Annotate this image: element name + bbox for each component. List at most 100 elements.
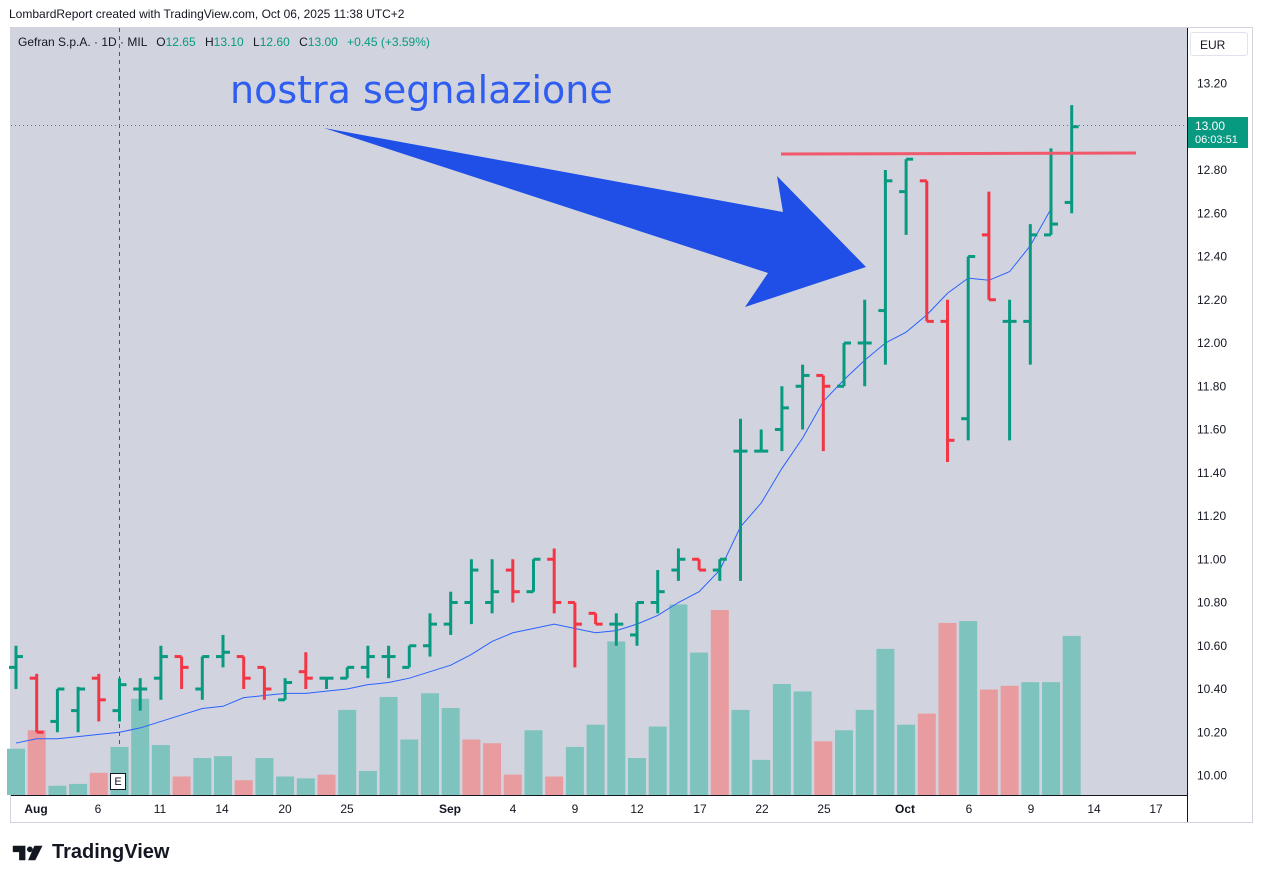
- ohlc-bar: [630, 601, 644, 646]
- ohlc-bar: [940, 299, 955, 462]
- ohlc-bar: [795, 364, 810, 430]
- currency-button[interactable]: EUR: [1190, 32, 1248, 56]
- brand-name: TradingView: [52, 841, 170, 863]
- volume-bar: [917, 713, 936, 795]
- legend-high: 13.10: [213, 35, 244, 49]
- ohlc-bar: [567, 601, 582, 668]
- volume-bar: [876, 648, 895, 795]
- ohlc-bar: [340, 665, 355, 680]
- earnings-marker[interactable]: E: [110, 773, 126, 790]
- volume-bar: [1000, 685, 1019, 795]
- volume-bar: [897, 724, 916, 795]
- ohlc-bar: [774, 386, 789, 452]
- volume-bar: [1021, 682, 1040, 795]
- volume-bar: [255, 758, 274, 795]
- volume-bar: [835, 730, 853, 795]
- ohlc-bar: [216, 634, 230, 668]
- moving-average-line: [15, 208, 1052, 744]
- ohlc-bar: [50, 687, 65, 733]
- volume-bar: [690, 652, 709, 795]
- ohlc-bar: [692, 557, 707, 572]
- ohlc-bar: [816, 373, 831, 452]
- volume-bar: [1042, 682, 1060, 795]
- ohlc-bar: [588, 611, 603, 626]
- price-tick-label: 11.20: [1197, 509, 1226, 523]
- price-tick-label: 12.40: [1197, 250, 1227, 264]
- price-tick-label: 11.80: [1197, 379, 1226, 393]
- volume-bar: [814, 741, 833, 795]
- ohlc-bar: [402, 644, 417, 669]
- ohlc-bar: [278, 678, 293, 702]
- volume-bar: [276, 776, 295, 795]
- price-tick-label: 10.40: [1197, 682, 1227, 696]
- time-tick-label: 11: [154, 802, 167, 816]
- volume-bar: [7, 748, 25, 795]
- volume-bar: [586, 724, 605, 795]
- ohlc-legend[interactable]: Gefran S.p.A. · 1D · MIL O12.65 H13.10 L…: [18, 35, 430, 49]
- ohlc-bar: [236, 655, 251, 689]
- volume-bar: [648, 726, 667, 795]
- annotation-text[interactable]: nostra segnalazione: [230, 68, 613, 112]
- ohlc-bar: [485, 559, 500, 614]
- ohlc-bar: [919, 179, 934, 323]
- volume-bar: [234, 780, 253, 795]
- tradingview-logo-icon: [12, 845, 43, 860]
- price-tick-label: 11.60: [1197, 423, 1226, 437]
- ohlc-bar: [153, 645, 168, 700]
- ohlc-bar: [609, 613, 624, 646]
- time-tick-label: 14: [1087, 802, 1101, 816]
- legend-open: 12.65: [165, 35, 196, 49]
- bar-countdown: 06:03:51: [1195, 134, 1238, 146]
- volume-bar: [89, 772, 108, 795]
- price-tick-label: 12.80: [1197, 163, 1227, 177]
- time-tick-label: 9: [572, 802, 579, 816]
- ohlc-bar: [298, 652, 313, 689]
- ohlc-bar: [671, 548, 686, 581]
- volume-bar: [607, 641, 626, 795]
- price-tick-label: 11.40: [1197, 466, 1226, 480]
- time-tick-label: Oct: [895, 802, 915, 816]
- volume-bar: [545, 776, 564, 795]
- ohlc-bar: [981, 191, 996, 302]
- ohlc-bar: [71, 686, 86, 733]
- time-tick-label: 9: [1028, 802, 1035, 816]
- volume-bar: [214, 756, 232, 795]
- time-tick-label: 12: [630, 802, 644, 816]
- volume-bar: [172, 776, 191, 795]
- volume-bar: [400, 739, 419, 795]
- volume-layer: [7, 604, 1081, 795]
- price-tick-label: 13.20: [1197, 77, 1227, 91]
- resistance-line: [780, 151, 1137, 156]
- ohlc-bar: [754, 429, 769, 453]
- price-tick-label: 10.80: [1197, 596, 1227, 610]
- volume-bar: [296, 778, 315, 795]
- ohlc-bar: [360, 645, 375, 679]
- legend-symbol: Gefran S.p.A. · 1D · MIL: [18, 35, 147, 49]
- volume-bar: [483, 743, 502, 795]
- legend-high-label: H: [205, 35, 214, 49]
- legend-low: 12.60: [259, 35, 290, 49]
- volume-bar: [1062, 635, 1081, 795]
- legend-low-label: L: [253, 35, 260, 49]
- volume-bar: [565, 746, 584, 795]
- chart-caption: LombardReport created with TradingView.c…: [9, 7, 405, 21]
- price-axis-ticks: 13.20 12.80 12.60 12.40 12.20 12.00 11.80 11.60…: [1197, 77, 1227, 783]
- ohlc-bar: [505, 559, 520, 603]
- ohlc-bar: [9, 645, 23, 689]
- time-axis-ticks: Aug 6 11 14 20 25 Sep 4 9 12 17 22 25 Oct 6 9 14 17: [24, 802, 1163, 816]
- last-price-label: 13.00 06:03:51: [1188, 117, 1248, 148]
- price-tick-label: 10.60: [1197, 639, 1227, 653]
- volume-bar: [441, 708, 460, 795]
- plot-background: [11, 28, 1187, 795]
- ohlc-bar: [1002, 299, 1017, 441]
- volume-bar: [131, 698, 150, 795]
- ohlc-bar: [899, 157, 914, 235]
- ohlc-bar: [1023, 224, 1038, 365]
- ohlc-bar: [133, 678, 148, 711]
- ohlc-bar: [423, 613, 437, 657]
- volume-bar: [979, 689, 998, 795]
- ohlc-bar: [526, 557, 541, 594]
- ohlc-bar: [112, 678, 127, 722]
- tradingview-brand[interactable]: TradingView: [12, 841, 169, 864]
